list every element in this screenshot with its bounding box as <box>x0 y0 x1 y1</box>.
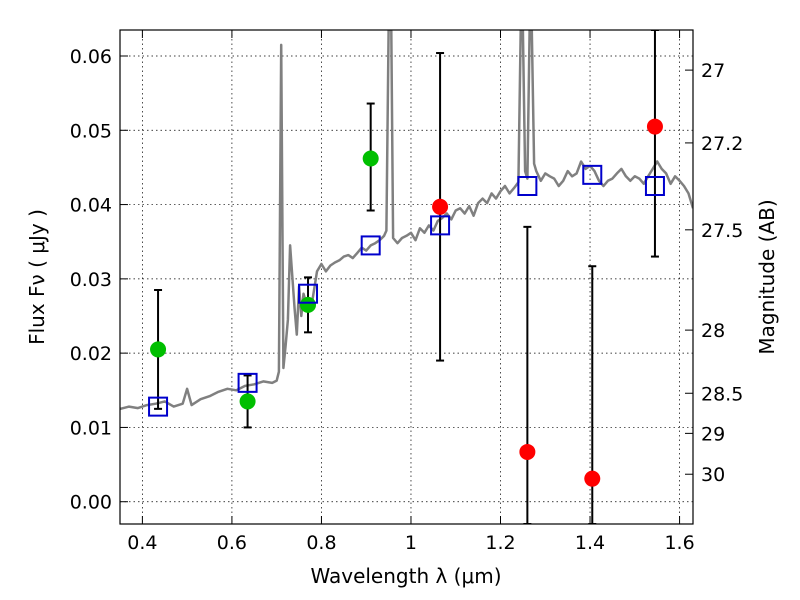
x-axis-title: Wavelength λ (μm) <box>310 564 501 588</box>
y2-tick-label: 27.2 <box>701 133 743 155</box>
y2-tick-label: 27.5 <box>701 220 743 242</box>
data-point <box>239 393 256 410</box>
y2-tick-label: 29 <box>701 423 725 445</box>
y2-axis-title: Magnitude (AB) <box>755 199 779 354</box>
y-tick-label: 0.00 <box>70 492 112 514</box>
y2-tick-label: 28.5 <box>701 383 743 405</box>
y-tick-label: 0.02 <box>70 343 112 365</box>
y-tick-label: 0.03 <box>70 269 112 291</box>
plot-frame <box>119 29 694 525</box>
x-tick-label: 1 <box>405 532 417 554</box>
data-point <box>646 118 663 135</box>
x-tick-label: 0.6 <box>217 532 247 554</box>
y-tick-label: 0.04 <box>70 195 112 217</box>
data-point <box>362 150 379 167</box>
grid-lines <box>120 30 693 524</box>
model-point <box>517 176 538 196</box>
data-point <box>150 341 167 358</box>
model-point <box>237 372 258 393</box>
x-tick-label: 1.2 <box>485 532 515 554</box>
data-point <box>432 198 449 215</box>
data-point <box>300 296 317 313</box>
y2-tick-label: 30 <box>701 464 725 486</box>
y-axis-title: Flux Fν ( μJy ) <box>25 209 49 345</box>
x-tick-label: 0.8 <box>306 532 336 554</box>
y-tick-label: 0.01 <box>70 417 112 439</box>
model-point <box>582 164 603 185</box>
model-point <box>360 235 381 256</box>
model-point <box>430 215 451 236</box>
data-point <box>519 443 536 460</box>
model-point <box>148 396 169 417</box>
x-tick-label: 1.6 <box>664 532 694 554</box>
x-tick-label: 0.4 <box>127 532 157 554</box>
model-point <box>644 176 665 196</box>
model-point <box>298 283 319 304</box>
y2-tick-label: 27 <box>701 60 725 82</box>
y-tick-label: 0.05 <box>70 120 112 142</box>
y-tick-label: 0.06 <box>70 46 112 68</box>
data-series <box>120 30 693 524</box>
y2-tick-label: 28 <box>701 320 725 342</box>
x-tick-label: 1.4 <box>575 532 605 554</box>
axis-ticks: 0.4 0.6 0.8 1 1.2 1.4 1.6 0.00 0.01 0.02 0.03 0.04 0… <box>70 30 743 554</box>
data-point <box>584 470 601 487</box>
